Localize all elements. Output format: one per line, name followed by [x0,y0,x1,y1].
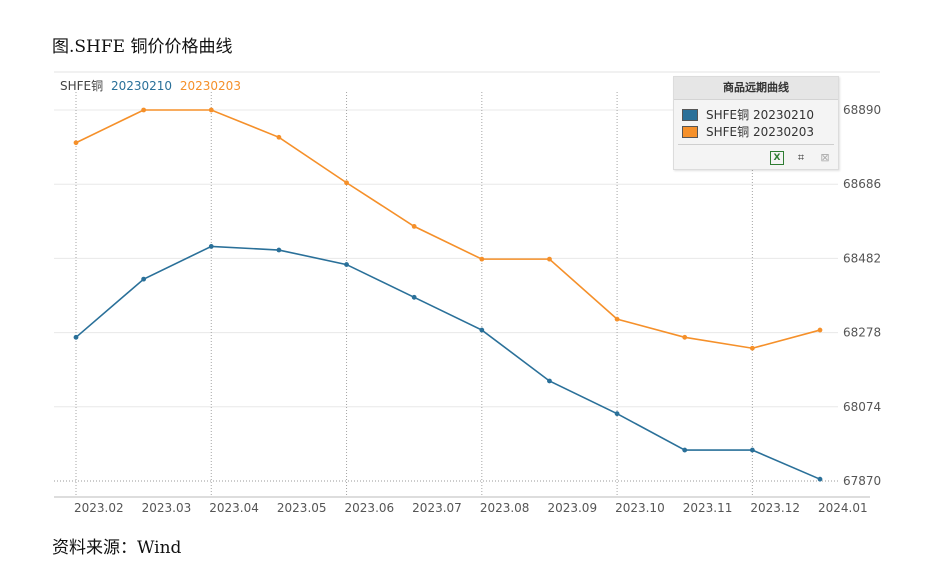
curve-legend-panel: 商品远期曲线 SHFE铜 20230210 SHFE铜 20230203 X ⌗… [673,76,839,170]
source-note: 资料来源：Wind [52,538,182,558]
series-point-1 [682,447,688,453]
series-point-1 [749,447,755,453]
series-point-1 [276,247,282,253]
series-point-1 [817,476,823,482]
panel-legend-item-1[interactable]: SHFE铜 20230210 [682,106,838,123]
legend-series-b: 20230203 [180,79,241,93]
series-point-2 [208,107,214,113]
panel-legend-label: SHFE铜 20230203 [706,125,815,139]
grid-icon[interactable]: ⊠ [820,151,830,164]
axis-layer: 68890 68686 68482 68278 68074 67870 2023.02 202… [54,103,881,515]
x-tick-label: 2023.05 [277,501,327,515]
x-tick-label: 2023.08 [480,501,530,515]
crop-icon[interactable]: ⌗ [797,151,805,164]
series-point-1 [141,276,147,282]
y-tick-label: 68686 [843,177,881,191]
series-point-2 [749,345,755,351]
x-tick-label: 2023.10 [615,501,665,515]
legend-swatch-orange [682,125,698,138]
y-tick-label: 68074 [843,400,881,414]
series-point-2 [817,327,823,333]
y-tick-label: 68890 [843,103,881,117]
series-point-2 [73,140,79,146]
excel-export-icon[interactable]: X [770,151,784,165]
series-point-1 [547,378,552,384]
grid-layer [54,71,880,497]
x-tick-label: 2023.09 [547,501,597,515]
series-point-2 [479,256,485,262]
series-point-1 [208,243,214,249]
x-tick-label: 2023.12 [750,501,800,515]
series-point-2 [344,180,349,186]
x-tick-label: 2023.04 [209,501,259,515]
series-point-2 [411,223,417,229]
legend-swatch-blue [682,108,698,121]
y-tick-label: 68278 [843,326,881,340]
series-point-1 [411,294,417,300]
y-tick-label: 68482 [843,251,881,265]
series-point-2 [547,256,552,262]
panel-title: 商品远期曲线 [674,77,838,100]
x-tick-label: 2023.11 [683,501,733,515]
panel-toolbar: X ⌗ ⊠ [770,151,832,165]
series-line-1 [75,245,821,480]
legend-series-a: 20230210 [111,79,172,93]
series-point-2 [682,334,688,340]
x-tick-label: 2023.06 [345,501,395,515]
chart-legend-top: SHFE铜 20230210 20230203 [60,78,241,93]
x-tick-label: 2023.03 [142,501,192,515]
panel-legend-label: SHFE铜 20230210 [706,108,815,122]
x-tick-label: 2023.07 [412,501,462,515]
legend-prefix: SHFE铜 [60,78,103,93]
series-point-2 [614,316,620,322]
series-point-1 [73,334,79,340]
figure-title: 图.SHFE 铜价价格曲线 [52,37,233,57]
series-layer [73,107,823,482]
series-point-2 [141,107,147,113]
x-tick-label: 2024.01 [818,501,868,515]
series-point-1 [344,262,349,267]
series-point-1 [479,327,485,333]
x-tick-label: 2023.02 [74,501,124,515]
y-tick-label: 67870 [843,474,881,488]
panel-legend-item-2[interactable]: SHFE铜 20230203 [682,123,838,140]
series-point-1 [614,411,620,417]
series-point-2 [276,134,282,140]
panel-divider [678,144,834,145]
series-line-2 [75,109,821,350]
